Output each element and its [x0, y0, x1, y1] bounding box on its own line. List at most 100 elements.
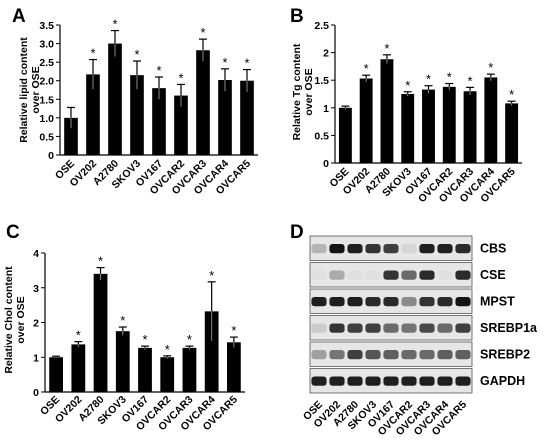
y-tick-label: 0: [323, 158, 329, 170]
blot-band: [383, 296, 399, 307]
significance-star: *: [468, 73, 473, 88]
significance-star: *: [426, 72, 431, 87]
bar: [182, 347, 197, 392]
y-tick-label: 4: [33, 248, 39, 260]
significance-star: *: [364, 61, 369, 76]
blot-band: [455, 243, 471, 254]
blot-band: [437, 323, 453, 333]
blot-band: [401, 243, 417, 254]
bar: [338, 107, 352, 163]
blot-band: [419, 296, 435, 307]
blot-band: [365, 349, 381, 360]
y-tick-label: 2: [33, 318, 39, 330]
bar: [505, 103, 519, 163]
significance-star: *: [447, 70, 452, 85]
y-axis-label-line: over OSE: [15, 296, 27, 343]
significance-star: *: [98, 254, 103, 269]
bar: [49, 357, 63, 392]
blot-band: [455, 376, 471, 386]
significance-star: *: [244, 56, 249, 71]
bar: [218, 79, 232, 155]
significance-star: *: [200, 25, 205, 40]
blot-band: [419, 323, 435, 333]
bar: [484, 77, 498, 163]
blot-band: [347, 270, 363, 280]
blot-band: [329, 296, 345, 307]
panel-letter: D: [290, 222, 304, 243]
bar: [71, 344, 86, 392]
blot-band: [383, 243, 399, 254]
bar: [86, 74, 100, 155]
blot-band: [455, 296, 471, 307]
significance-star: *: [222, 55, 227, 70]
blot-band: [437, 349, 453, 360]
blot-band: [365, 376, 381, 386]
significance-star: *: [156, 63, 161, 78]
blot-band: [347, 323, 363, 333]
y-axis-label-line: Relative Chol content: [3, 266, 15, 374]
blot-band: [311, 296, 327, 307]
bar: [227, 342, 241, 392]
blot-row-label: GAPDH: [480, 374, 525, 388]
blot-band: [437, 270, 453, 280]
bar: [64, 117, 78, 155]
bar: [442, 86, 456, 163]
blot-band: [365, 296, 381, 307]
blot-band: [347, 296, 363, 307]
significance-star: *: [165, 342, 170, 357]
blot-band: [437, 376, 453, 386]
bar: [204, 311, 219, 392]
significance-star: *: [112, 17, 117, 32]
y-axis-label-line: Relative lipid content: [18, 37, 30, 143]
y-axis-label-line: over OSE: [30, 66, 42, 113]
y-tick-label: 2: [323, 48, 329, 60]
blot-band: [419, 349, 435, 360]
blot-band: [455, 349, 471, 360]
blot-band: [383, 349, 399, 360]
bar: [359, 78, 373, 163]
blot-band: [437, 243, 453, 254]
bar: [463, 91, 477, 163]
blot-band: [311, 349, 327, 360]
y-tick-label: 2.5: [39, 57, 54, 69]
blot-band: [419, 376, 435, 386]
blot-band: [383, 323, 399, 333]
y-tick-label: 0.5: [39, 131, 54, 143]
blot-band: [329, 270, 345, 280]
bar: [152, 88, 166, 155]
y-axis-label: Relative Tg contentover OSE: [291, 43, 315, 140]
blot-band: [347, 243, 363, 254]
y-tick-label: 3.5: [39, 20, 54, 32]
bar: [240, 80, 254, 155]
bar: [115, 331, 130, 392]
y-tick-label: 1.5: [39, 94, 54, 106]
blot-row-label: MPST: [480, 294, 515, 308]
y-tick-label: 0.5: [314, 130, 329, 142]
blot-band: [383, 376, 399, 386]
blot-band: [401, 270, 417, 280]
blot-row-label: SREBP1a: [480, 321, 538, 335]
bar: [138, 347, 152, 392]
blot-band: [401, 349, 417, 360]
significance-star: *: [142, 332, 147, 347]
y-tick-label: 0: [48, 150, 54, 162]
blot-band: [383, 270, 399, 280]
blot-band: [365, 243, 381, 254]
bar: [401, 94, 415, 163]
blot-band: [455, 323, 471, 333]
y-tick-label: 1.5: [314, 75, 329, 87]
y-tick-label: 1: [323, 103, 329, 115]
y-tick-label: 2.5: [314, 20, 329, 32]
blot-band: [455, 270, 471, 280]
panel-letter: C: [6, 222, 20, 243]
blot-band: [401, 296, 417, 307]
y-tick-label: 1: [33, 352, 39, 364]
blot-band: [347, 349, 363, 360]
bar: [174, 95, 188, 155]
y-axis-label-line: Relative Tg content: [291, 43, 303, 140]
panel-letter: A: [12, 6, 26, 27]
bar: [380, 59, 394, 163]
y-tick-label: 0: [33, 387, 39, 399]
blot-band: [437, 296, 453, 307]
y-axis-label: Relative Chol contentover OSE: [3, 266, 27, 374]
